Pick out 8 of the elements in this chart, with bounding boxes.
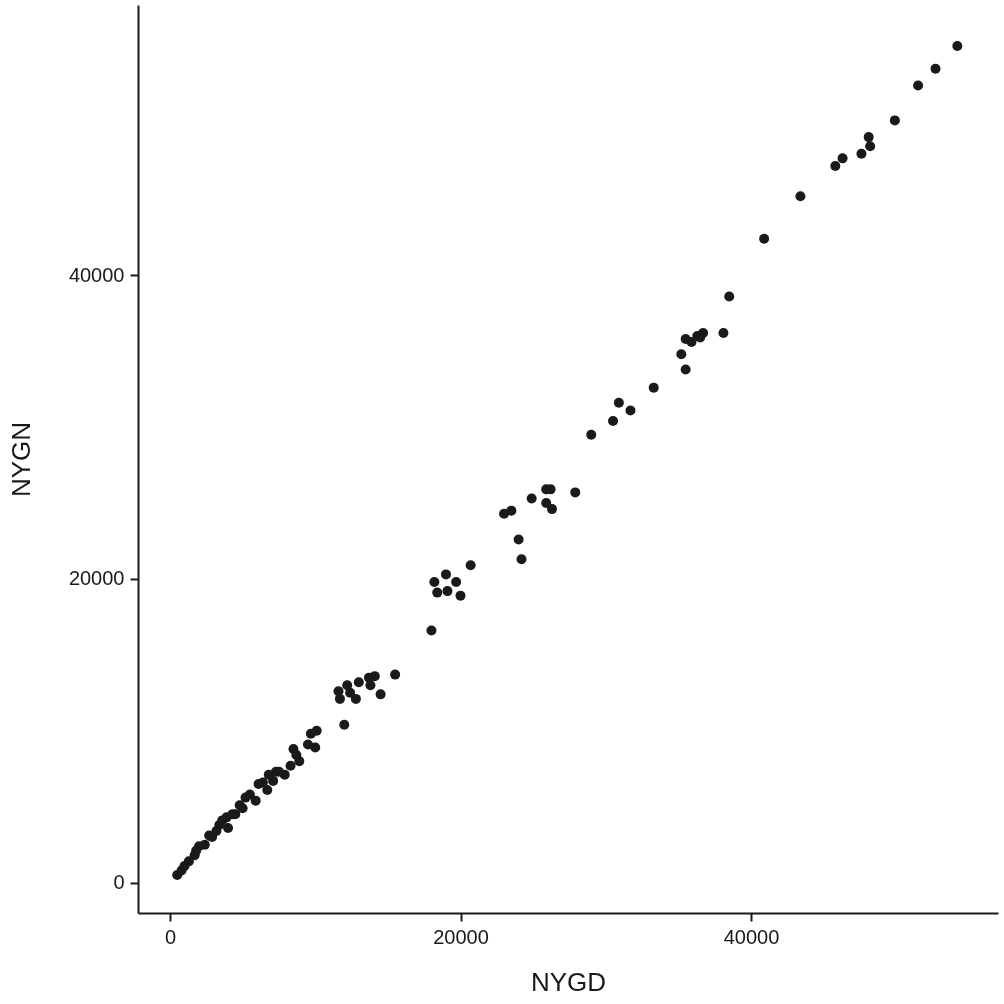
x-tick-label: 40000 <box>723 925 780 948</box>
x-tick-label: 0 <box>164 925 177 948</box>
y-tick-label: 40000 <box>68 263 125 286</box>
x-tick-label: 20000 <box>433 925 489 948</box>
y-tick-label: 0 <box>113 871 125 894</box>
y-tick-label: 20000 <box>68 567 125 590</box>
x-axis-title: NYGD <box>530 966 607 997</box>
y-axis-title: NYGN <box>5 421 36 498</box>
